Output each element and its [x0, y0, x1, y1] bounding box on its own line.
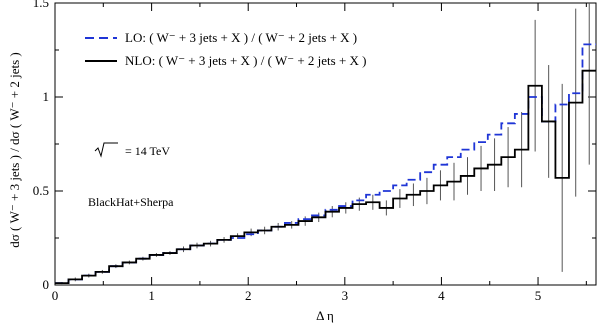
legend-nlo-label: NLO: ( W⁻ + 3 jets + X ) / ( W⁻ + 2 jets…: [125, 53, 367, 68]
nlo-series-line: [55, 69, 596, 285]
x-tick-label: 5: [535, 288, 542, 303]
tick-labels: 0 1 2 3 4 5 0 0.5 1 1.5: [33, 0, 542, 303]
y-axis-label: dσ ( W⁻ + 3 jets ) / dσ ( W⁻ + 2 jets ): [7, 52, 22, 247]
y-tick-label: 0.5: [33, 183, 49, 198]
x-tick-label: 3: [342, 288, 349, 303]
x-axis-label: Δ η: [316, 308, 334, 323]
y-tick-label: 1: [43, 89, 50, 104]
lo-series-line: [55, 43, 596, 285]
energy-value: = 14 TeV: [125, 144, 170, 158]
x-tick-label: 4: [438, 288, 445, 303]
y-tick-label: 0: [43, 277, 50, 292]
legend-lo-label: LO: ( W⁻ + 3 jets + X ) / ( W⁻ + 2 jets …: [125, 30, 357, 45]
y-tick-label: 1.5: [33, 0, 49, 10]
series-group: [55, 43, 596, 285]
x-tick-label: 0: [52, 288, 59, 303]
energy-annotation: = 14 TeV: [94, 142, 170, 158]
x-tick-label: 2: [245, 288, 252, 303]
axis-ticks: [54, 2, 596, 286]
x-tick-label: 1: [148, 288, 155, 303]
generator-label: BlackHat+Sherpa: [88, 195, 174, 209]
legend: LO: ( W⁻ + 3 jets + X ) / ( W⁻ + 2 jets …: [85, 30, 367, 68]
sqrt-symbol: [94, 142, 118, 158]
